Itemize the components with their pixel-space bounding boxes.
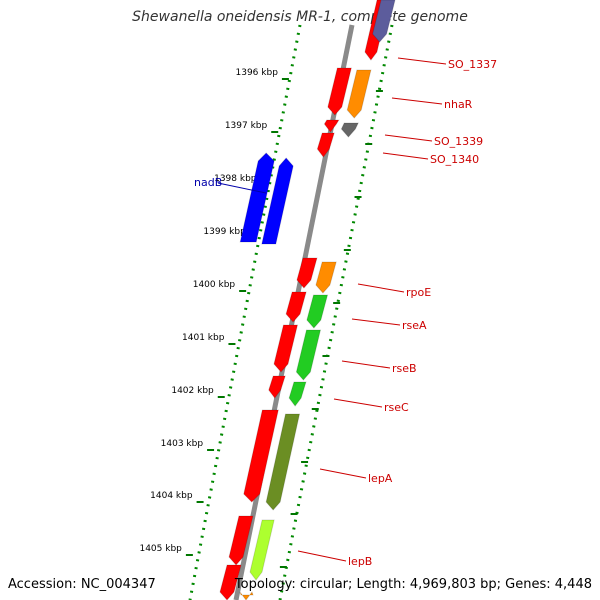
gene-label-rpoe: rpoE — [406, 286, 431, 299]
tick-label: 1397 kbp — [225, 121, 268, 131]
gene-rpoe — [315, 261, 337, 294]
gene-label-so_1339: SO_1339 — [434, 135, 483, 148]
gene-rsec — [288, 381, 307, 407]
label-connector — [351, 318, 401, 326]
tick-label: 1400 kbp — [193, 280, 236, 290]
gene-so1339-left — [323, 119, 340, 133]
gene-label-so_1337: SO_1337 — [448, 58, 497, 71]
tick-label: 1398 kbp — [214, 174, 257, 184]
gene-bottom-red — [219, 564, 242, 600]
gene-label-rsec: rseC — [384, 401, 409, 414]
gene-lepa-left — [243, 409, 279, 503]
gene-label-lepb: lepB — [348, 555, 372, 568]
gene-nhar — [346, 69, 372, 119]
gene-bottom-orange — [239, 590, 254, 600]
tick-label: 1402 kbp — [171, 386, 214, 396]
gene-lepb — [249, 519, 275, 581]
gene-lepa — [265, 413, 301, 511]
gene-labels: SO_1337 nhaR SO_1339 SO_1340 nadB rpoE rseA rse… — [194, 57, 497, 568]
label-connector — [382, 152, 429, 160]
gene-rseb-left — [273, 324, 299, 373]
label-connector — [297, 550, 347, 562]
tick-label: 1403 kbp — [161, 439, 204, 449]
label-connector — [333, 398, 383, 408]
gene-so1340 — [316, 132, 335, 158]
label-connector — [384, 134, 433, 142]
topology-text: Topology: circular; Length: 4,969,803 bp… — [234, 577, 592, 592]
tick-label: 1401 kbp — [182, 333, 225, 343]
gene-nhar-left — [327, 67, 352, 116]
gene-rsec-left — [268, 375, 286, 399]
gene-rseb — [295, 329, 322, 381]
label-connector — [357, 283, 405, 293]
tick-label: 1404 kbp — [150, 491, 193, 501]
gene-label-nhar: nhaR — [444, 98, 473, 111]
kbp-ticks: 1396 kbp 1397 kbp 1398 kbp 1399 kbp 1400 kbp… — [139, 68, 383, 568]
gene-nadb-1 — [239, 152, 275, 243]
outer-dotted-line-left — [188, 24, 302, 600]
label-connector — [397, 57, 447, 65]
label-connector — [391, 97, 443, 105]
gene-rsea-left — [285, 291, 307, 323]
outer-dotted-line-right — [278, 24, 394, 600]
label-connector — [341, 360, 391, 369]
gene-rsea — [306, 294, 329, 329]
tick-label: 1396 kbp — [236, 68, 279, 78]
gene-label-so_1340: SO_1340 — [430, 153, 479, 166]
gene-label-nadb: nadB — [194, 176, 222, 189]
gene-nadb-2 — [261, 157, 294, 245]
gene-lepb-left — [228, 515, 254, 566]
label-connector — [319, 468, 367, 479]
label-connector — [217, 182, 267, 194]
gene-so1339 — [340, 122, 360, 138]
gene-features — [219, 0, 396, 600]
tick-label: 1399 kbp — [203, 227, 246, 237]
gene-label-lepa: lepA — [368, 472, 393, 485]
gene-rpoe-left — [296, 257, 318, 289]
tick-label: 1405 kbp — [139, 544, 182, 554]
gene-so1337 — [372, 0, 396, 43]
accession-text: Accession: NC_004347 — [8, 577, 156, 592]
gene-label-rsea: rseA — [402, 319, 427, 332]
gene-label-rseb: rseB — [392, 362, 417, 375]
